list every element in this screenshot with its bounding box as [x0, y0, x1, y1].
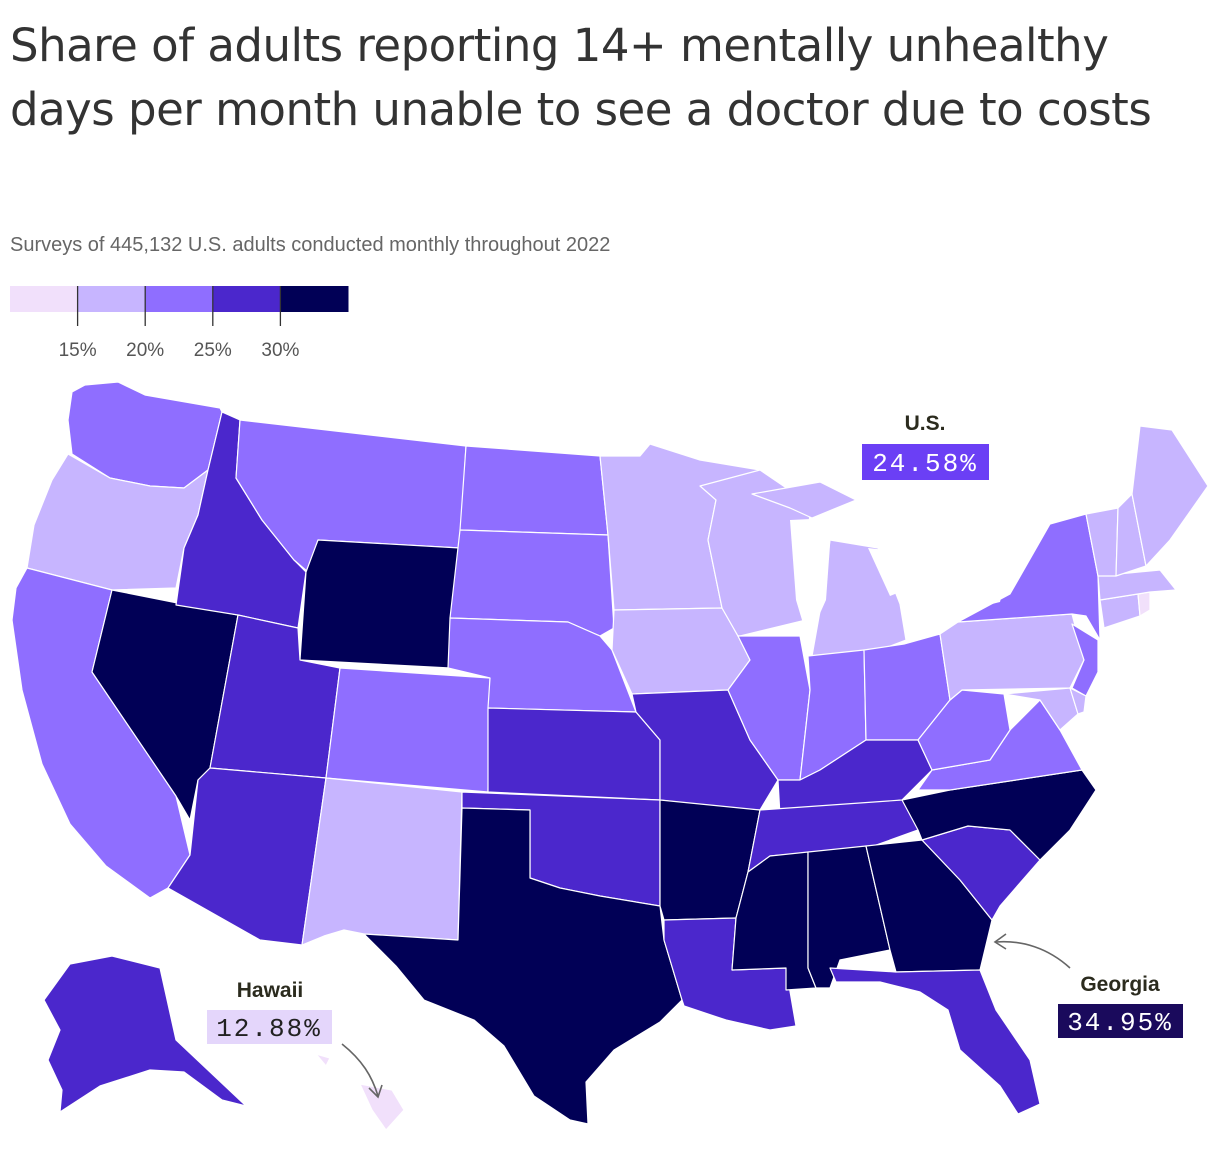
state-alaska — [43, 955, 247, 1113]
state-rhode-island — [1137, 591, 1151, 617]
us-callout: U.S. 24.58% — [862, 412, 989, 480]
state-north-dakota — [459, 445, 609, 536]
legend-swatch — [280, 286, 349, 312]
georgia-callout-value: 34.95% — [1067, 1008, 1173, 1038]
lake — [868, 548, 910, 596]
map-canvas: U.S. 24.58% Hawaii 12.88% Georgia 34.95% — [11, 381, 1209, 1131]
legend-swatch — [212, 286, 281, 312]
legend-tick-label: 20% — [126, 340, 164, 361]
state-west-virginia — [917, 689, 1011, 771]
us-map: U.S. 24.58% Hawaii 12.88% Georgia 34.95% — [0, 370, 1220, 1144]
state-wyoming — [299, 539, 461, 669]
legend-swatch — [145, 286, 214, 312]
state-new-mexico — [301, 777, 463, 946]
great-lakes — [790, 518, 1004, 640]
legend-scale: 15% 20% 25% 30% — [10, 286, 349, 361]
legend-tick-label: 15% — [59, 340, 97, 361]
hawaii-callout-label: Hawaii — [237, 979, 304, 1002]
legend-swatch — [77, 286, 146, 312]
hawaii-arrow — [341, 1043, 379, 1097]
state-massachusetts — [1097, 569, 1177, 601]
state-hawaii — [315, 1053, 405, 1131]
hawaii-callout-value: 12.88% — [216, 1014, 322, 1044]
state-maryland — [1003, 687, 1079, 731]
state-mississippi — [731, 851, 817, 991]
georgia-arrow-head — [993, 933, 1007, 950]
us-callout-badge — [862, 444, 989, 480]
state-kansas — [487, 707, 661, 801]
chart-subtitle: Surveys of 445,132 U.S. adults conducted… — [10, 234, 611, 256]
lake — [960, 586, 1004, 612]
state-colorado — [325, 667, 491, 793]
state-maine — [1131, 425, 1209, 567]
legend-swatch — [10, 286, 79, 312]
us-callout-value: 24.58% — [872, 449, 978, 479]
lake — [904, 604, 960, 640]
color-legend: 15% 20% 25% 30% — [10, 286, 350, 366]
georgia-callout-label: Georgia — [1080, 973, 1160, 996]
state-florida — [829, 967, 1041, 1115]
states-layer — [11, 381, 1209, 1131]
state-pennsylvania — [939, 613, 1085, 701]
callouts: U.S. 24.58% Hawaii 12.88% Georgia 34.95% — [207, 412, 1183, 1099]
georgia-arrow — [995, 940, 1071, 969]
chart-title: Share of adults reporting 14+ mentally u… — [10, 19, 1152, 136]
state-delaware — [1069, 687, 1087, 715]
georgia-callout-badge — [1058, 1004, 1183, 1038]
georgia-callout: Georgia 34.95% — [993, 933, 1183, 1038]
lake — [790, 518, 832, 640]
state-texas — [363, 807, 683, 1125]
hawaii-callout-badge — [207, 1010, 332, 1044]
legend-tick-label: 25% — [194, 340, 232, 361]
hawaii-callout: Hawaii 12.88% — [207, 979, 383, 1099]
hawaii-arrow-head — [368, 1084, 383, 1099]
us-callout-label: U.S. — [905, 412, 946, 435]
legend-tick-label: 30% — [261, 340, 299, 361]
